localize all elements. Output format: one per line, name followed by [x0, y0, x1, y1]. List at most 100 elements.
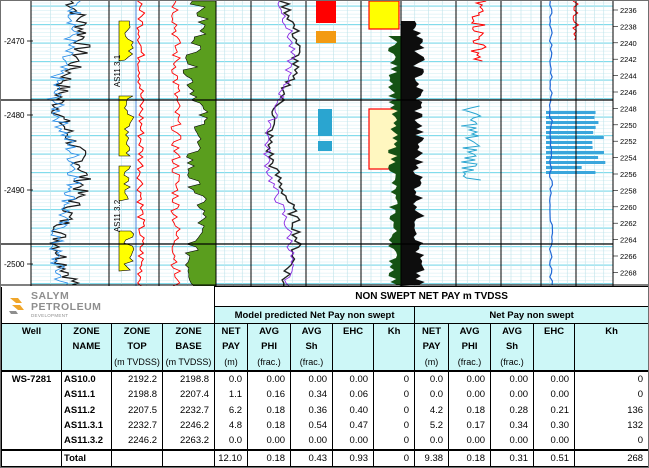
- cell-a-phi: 0.00: [448, 387, 492, 403]
- well-log-plot: -2470 -2480 -2490 -2500 2236 2238 2240 2242 2244…: [1, 1, 648, 286]
- header-a-netpay-unit: (m): [414, 354, 450, 371]
- header-a-phi-unit: (frac.): [448, 354, 492, 371]
- cell-m-ehc: 0.06: [332, 387, 375, 403]
- cell-m-phi: 0.00: [247, 369, 292, 388]
- curve-track9-blue: [548, 1, 554, 286]
- flag-red: [316, 1, 336, 23]
- table-row: AS11.2 2207.5 2232.7 6.2 0.18 0.36 0.40 0 4.2 0.1…: [1, 402, 648, 418]
- curve-track4-black: [264, 1, 303, 286]
- depth-label: -2480: [4, 111, 25, 120]
- right-axis-label: 2248: [620, 104, 637, 113]
- stripe-blue: [546, 146, 593, 149]
- table-row: AS11.3.2 2246.2 2263.2 0.0 0.00 0.00 0.00 0 0.0 0…: [1, 433, 648, 450]
- stripe-blue: [546, 116, 595, 119]
- zone-name: AS11.1: [61, 387, 112, 403]
- zone-name: AS11.2: [61, 402, 112, 418]
- header-m-kh: Kh: [373, 322, 416, 340]
- stripe-blue: [546, 111, 596, 114]
- header-a-netpay-1: NET: [414, 322, 450, 340]
- cell-base: 2198.8: [161, 369, 216, 388]
- header-a-netpay-2: PAY: [414, 339, 450, 355]
- cell-a-phi: 0.00: [448, 369, 492, 388]
- header-a-sh-2: Sh: [490, 339, 535, 355]
- block-yellow: [368, 1, 400, 30]
- well-cell: [1, 402, 62, 418]
- header-m-sh-1: AVG: [290, 322, 334, 340]
- header-m-netpay-2: PAY: [214, 339, 249, 355]
- cell-a-ehc: 0.21: [533, 402, 576, 418]
- flag-orange: [316, 31, 336, 43]
- cell-m-sh: 0.34: [290, 387, 334, 403]
- total-m-netpay: 12.10: [214, 448, 249, 467]
- cell-m-ehc: 0.00: [332, 369, 375, 388]
- cell-m-kh: 0: [373, 402, 416, 418]
- cell-base: 2207.4: [161, 387, 216, 403]
- cell-a-phi: 0.00: [448, 433, 492, 450]
- header-a-sh-1: AVG: [490, 322, 535, 340]
- curve-track8-blue: [461, 105, 482, 181]
- well-name: WS-7281: [1, 369, 62, 388]
- cell-m-kh: 0: [373, 417, 416, 434]
- header-m-ehc: EHC: [332, 322, 375, 340]
- logo-mark-icon: [9, 297, 24, 314]
- curve-track8-red: [470, 1, 487, 62]
- stripe-blue: [546, 121, 599, 124]
- cell-a-sh: 0.28: [490, 402, 535, 418]
- cell-m-kh: 0: [373, 433, 416, 450]
- cell-top: 2198.8: [111, 387, 163, 403]
- dark-fill: [388, 36, 401, 286]
- right-axis-label: 2262: [620, 219, 637, 228]
- cell-a-sh: 0.34: [490, 417, 535, 434]
- header-m-phi-unit: (frac.): [247, 354, 292, 371]
- group-header-model: Model predicted Net Pay non swept: [214, 306, 416, 324]
- cell-a-netpay: 4.2: [414, 402, 450, 418]
- well-cell: [1, 387, 62, 403]
- cell-a-sh: 0.00: [490, 387, 535, 403]
- right-axis-label: 2242: [620, 55, 637, 64]
- cell-m-sh: 0.54: [290, 417, 334, 434]
- zone-name: AS11.3.1: [61, 417, 112, 434]
- sand-fill: [118, 95, 135, 157]
- table-row: WS-7281 AS10.0 2192.2 2198.8 0.0 0.00 0.00 0.00…: [1, 369, 648, 388]
- header-zone-name-1: ZONE: [61, 322, 112, 340]
- cell-top: 2207.5: [111, 402, 163, 418]
- cell-m-kh: 0: [373, 387, 416, 403]
- total-m-kh: 0: [373, 448, 416, 467]
- stripe-blue: [546, 151, 605, 154]
- header-a-phi-1: AVG: [448, 322, 492, 340]
- header-m-sh-2: Sh: [290, 339, 334, 355]
- depth-label: -2500: [4, 260, 25, 269]
- cell-a-netpay: 0.0: [414, 387, 450, 403]
- net-pay-table: SALYM PETROLEUM DEVELOPMENT NON SWEPT NE…: [1, 285, 648, 467]
- cell-a-ehc: 0.30: [533, 417, 576, 434]
- cell-a-ehc: 0.00: [533, 433, 576, 450]
- stripe-blue: [546, 136, 604, 139]
- cell-a-sh: 0.00: [490, 369, 535, 388]
- cell-a-netpay: 5.2: [414, 417, 450, 434]
- total-a-ehc: 0.51: [533, 448, 576, 467]
- header-zone-top-unit: (m TVDSS): [111, 354, 163, 371]
- cell-m-phi: 0.16: [247, 387, 292, 403]
- cell-base: 2263.2: [161, 433, 216, 450]
- stripe-blue: [546, 131, 594, 134]
- header-m-sh-unit: (frac.): [290, 354, 334, 371]
- curve-track9-red: [572, 1, 580, 41]
- right-axis-label: 2268: [620, 268, 637, 277]
- cell-m-sh: 0.00: [290, 369, 334, 388]
- cell-top: 2232.7: [111, 417, 163, 434]
- header-m-phi-2: PHI: [247, 339, 292, 355]
- flag-cyan: [318, 109, 332, 136]
- stripe-blue: [546, 141, 593, 144]
- right-axis-label: 2254: [620, 154, 637, 163]
- well-cell: [1, 433, 62, 450]
- zone-name: AS10.0: [61, 369, 112, 388]
- cell-m-phi: 0.00: [247, 433, 292, 450]
- total-m-sh: 0.43: [290, 448, 334, 467]
- depth-label: -2490: [4, 186, 25, 195]
- header-a-kh: Kh: [574, 322, 648, 340]
- header-zone-top-1: ZONE: [111, 322, 163, 340]
- total-a-phi: 0.18: [448, 448, 492, 467]
- cell-a-kh: 0: [574, 369, 648, 388]
- sand-fill: [118, 230, 135, 272]
- table-row: AS11.3.1 2232.7 2246.2 4.8 0.18 0.54 0.47 0 5.2 0…: [1, 417, 648, 434]
